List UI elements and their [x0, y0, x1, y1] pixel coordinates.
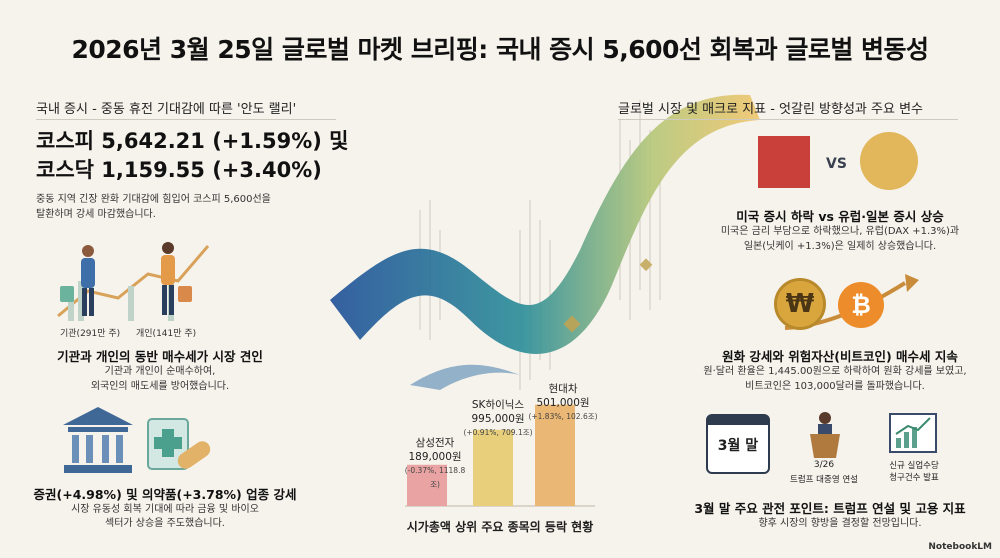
bitcoin-coin-icon: ₿ — [838, 282, 884, 328]
investors-illustration — [57, 242, 210, 321]
points-desc-1: 향후 시장의 향방을 결정할 전망입니다. — [758, 518, 922, 529]
sector-desc-2: 섹터가 상승을 주도했습니다. — [105, 518, 225, 529]
left-section-header: 국내 증시 - 중동 휴전 기대감에 따른 '안도 랠리' — [36, 98, 336, 120]
right-section-header: 글로벌 시장 및 매크로 지표 - 엇갈린 방향성과 주요 변수 — [618, 98, 958, 120]
bar-3 — [535, 404, 575, 506]
bar-label-samsung: 삼성전자 189,000원 (-0.37%, 1118.8조) — [404, 437, 466, 489]
watermark: NotebookLM — [928, 542, 992, 552]
buying-title: 기관과 개인의 동반 매수세가 시장 견인 — [57, 349, 263, 364]
bar-label-hyundai: 현대차 501,000원 (+1.83%, 102.6조) — [528, 383, 598, 421]
us-desc-2: 일본(닛케이 +1.3%)은 일제히 상승했습니다. — [743, 241, 937, 252]
bar-1 — [407, 464, 447, 506]
buying-desc-1: 기관과 개인이 순매수하여, — [104, 366, 216, 377]
jobless-label-2: 청구건수 발표 — [889, 473, 939, 483]
bar-label-skhynix: SK하이닉스 995,000원 (+0.91%, 709.1조) — [463, 399, 533, 437]
kospi-line: 코스피 5,642.21 (+1.59%) 및 — [36, 129, 349, 153]
market-desc-2: 탈환하며 강세 마감했습니다. — [36, 209, 156, 220]
buying-desc-2: 외국인의 매도세를 방어했습니다. — [90, 381, 230, 392]
points-title: 3월 말 주요 관전 포인트: 트럼프 연설 및 고용 지표 — [694, 501, 966, 516]
speech-date: 3/26 — [813, 460, 835, 470]
krw-title: 원화 강세와 위험자산(비트코인) 매수세 지속 — [722, 349, 958, 364]
krw-desc-1: 원·달러 환율은 1,445.00원으로 하락하여 원화 강세를 보였고, — [703, 366, 967, 377]
podium-icon — [810, 412, 840, 458]
institution-label: 기관(291만 주) — [60, 329, 121, 339]
sector-title: 증권(+4.98%) 및 의약품(+3.78%) 업종 강세 — [33, 487, 297, 502]
sector-desc-1: 시장 유동성 회복 기대에 따라 금융 및 바이오 — [71, 504, 259, 515]
won-coin-icon: ₩ — [774, 278, 826, 330]
us-market-box — [758, 136, 810, 188]
calendar-text: 3월 말 — [717, 438, 759, 454]
speech-label: 트럼프 대중영 연설 — [790, 475, 858, 485]
bar-2 — [473, 429, 513, 506]
vs-label: VS — [826, 156, 847, 172]
page-title: 2026년 3월 25일 글로벌 마켓 브리핑: 국내 증시 5,600선 회복… — [71, 35, 929, 64]
sector-icons — [63, 407, 211, 473]
calendar-icon: 3월 말 — [706, 414, 770, 474]
kosdaq-line: 코스닥 1,159.55 (+3.40%) — [36, 158, 322, 182]
chart-caption: 시가총액 상위 주요 종목의 등락 현황 — [406, 520, 594, 534]
jobless-chart-icon — [889, 413, 937, 453]
jobless-label-1: 신규 실업수당 — [889, 461, 939, 471]
eu-japan-circle — [860, 132, 918, 190]
market-cap-chart — [405, 404, 595, 507]
krw-desc-2: 비트코인은 103,000달러를 돌파했습니다. — [745, 381, 925, 392]
individual-label: 개인(141만 주) — [136, 329, 197, 339]
market-desc-1: 중동 지역 긴장 완화 기대감에 힘입어 코스피 5,600선을 — [36, 194, 271, 205]
us-desc-1: 미국은 금리 부담으로 하락했으나, 유럽(DAX +1.3%)과 — [720, 226, 960, 237]
us-title: 미국 증시 하락 vs 유럽·일본 증시 상승 — [736, 209, 944, 224]
